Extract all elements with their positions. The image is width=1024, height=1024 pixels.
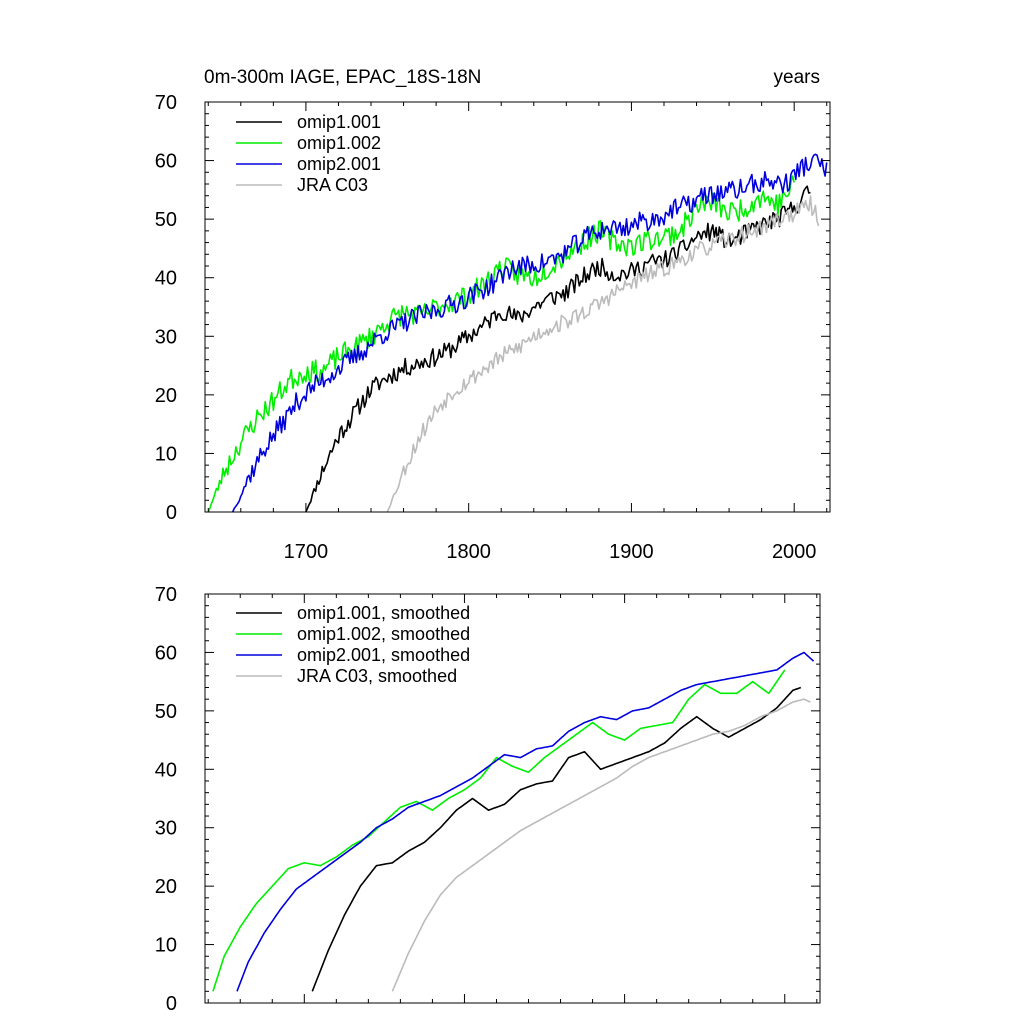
y-tick-label: 20 <box>155 385 177 407</box>
y-tick-label: 30 <box>155 326 177 348</box>
y-tick-label: 50 <box>155 209 177 231</box>
series-line <box>231 153 828 513</box>
units-label: years <box>774 67 820 88</box>
chart-title: 0m-300m IAGE, EPAC_18S-18N <box>204 67 481 88</box>
x-tick-label: 1700 <box>284 541 329 563</box>
legend-label: omip2.001, smoothed <box>297 645 470 665</box>
y-tick-label: 70 <box>155 584 177 606</box>
x-tick-label: 1800 <box>446 541 491 563</box>
legend-label: omip1.001 <box>297 112 381 132</box>
y-tick-label: 40 <box>155 268 177 290</box>
legend-label: omip1.002 <box>297 133 381 153</box>
y-tick-label: 50 <box>155 701 177 723</box>
legend-label: JRA C03 <box>297 175 368 195</box>
y-tick-label: 60 <box>155 151 177 173</box>
y-tick-label: 10 <box>155 443 177 465</box>
panel-bottom: 0 10 20 30 40 50 60 70 omip1.001, smoothedomip1.… <box>155 584 821 1015</box>
x-tick-label: 1900 <box>609 541 654 563</box>
legend-label: JRA C03, smoothed <box>297 666 457 686</box>
y-tick-label: 20 <box>155 876 177 898</box>
series-line <box>386 195 820 513</box>
legend-label: omip1.002, smoothed <box>297 624 470 644</box>
series-line <box>305 185 811 513</box>
y-tick-label: 70 <box>155 92 177 114</box>
y-tick-label: 0 <box>166 502 177 524</box>
y-tick-label: 40 <box>155 759 177 781</box>
series-line <box>391 698 811 992</box>
legend-label: omip1.001, smoothed <box>297 603 470 623</box>
series-line <box>236 651 815 992</box>
panel-top: 0m-300m IAGE, EPAC_18S-18N years 0 10 20 30… <box>155 67 831 563</box>
plot-frame <box>204 101 831 513</box>
series-line <box>207 175 795 513</box>
y-tick-label: 10 <box>155 935 177 957</box>
plot-frame <box>204 593 821 1004</box>
legend-label: omip2.001 <box>297 154 381 174</box>
series-line <box>311 686 802 992</box>
x-tick-label: 2000 <box>772 541 817 563</box>
y-tick-label: 30 <box>155 818 177 840</box>
y-tick-label: 0 <box>166 993 177 1015</box>
y-tick-label: 60 <box>155 642 177 664</box>
